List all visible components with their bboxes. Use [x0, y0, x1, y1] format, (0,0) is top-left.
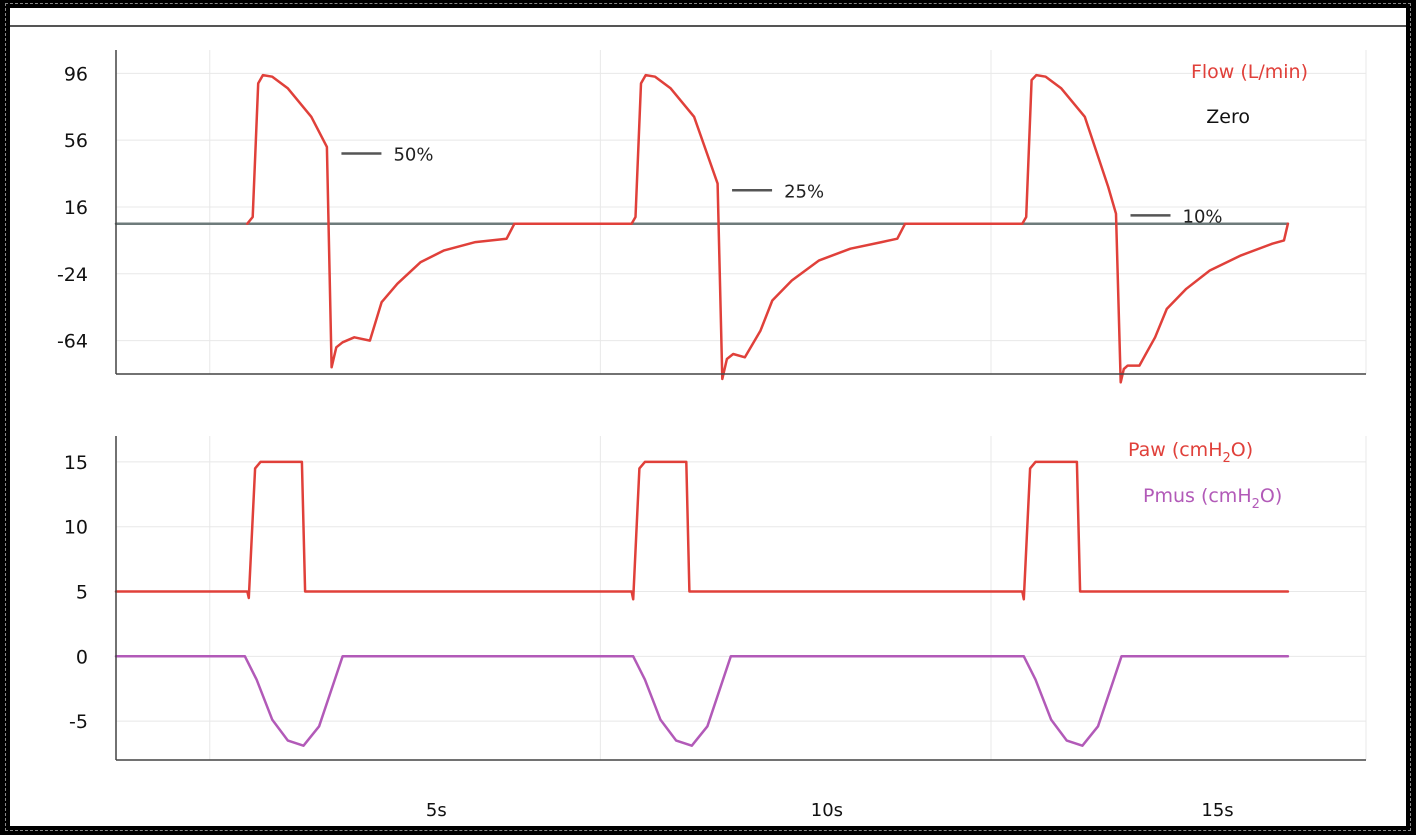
annotation-label-0: 50% [393, 145, 433, 166]
y-tick-label-1-3: 0 [76, 646, 88, 668]
legend-pmus-main: Pmus (cmH [1143, 485, 1252, 507]
y-tick-label-1-4: -5 [69, 711, 88, 733]
y-tick-label-0-0: 96 [64, 63, 88, 85]
series-flow-line [246, 73, 1290, 384]
annotation-label-2: 10% [1183, 206, 1223, 227]
legend-pmus-end: O) [1260, 485, 1282, 507]
legend-paw-end: O) [1231, 439, 1253, 461]
legend-flow: Flow (L/min) [1191, 61, 1308, 83]
y-tick-label-0-4: -64 [57, 331, 88, 353]
x-tick-label-2: 15s [1201, 800, 1233, 821]
y-tick-label-1-1: 10 [64, 517, 88, 539]
series-pmus-line [114, 655, 1290, 747]
annotation-label-1: 25% [784, 181, 824, 202]
x-tick-label-0: 5s [426, 800, 447, 821]
y-tick-label-0-1: 56 [64, 130, 88, 152]
chart-frame: Flow (L/min) Zero Paw (cmH2O) Pmus (cmH2… [5, 3, 1411, 831]
legend-pmus-subscript: 2 [1252, 497, 1260, 512]
legend-paw-subscript: 2 [1222, 451, 1230, 466]
y-tick-label-1-2: 5 [76, 582, 88, 604]
x-tick-label-1: 10s [811, 800, 843, 821]
ventilator-waveform-chart: Flow (L/min) Zero Paw (cmH2O) Pmus (cmH2… [10, 25, 1406, 821]
y-tick-label-0-3: -24 [57, 264, 88, 286]
legend-zero: Zero [1206, 106, 1250, 128]
series-paw-line [114, 460, 1290, 601]
y-tick-label-0-2: 16 [64, 197, 88, 219]
legend-pmus: Pmus (cmH2O) [1143, 485, 1282, 512]
y-tick-label-1-0: 15 [64, 452, 88, 474]
legend-paw: Paw (cmH2O) [1128, 439, 1253, 466]
legend-paw-main: Paw (cmH [1128, 439, 1222, 461]
